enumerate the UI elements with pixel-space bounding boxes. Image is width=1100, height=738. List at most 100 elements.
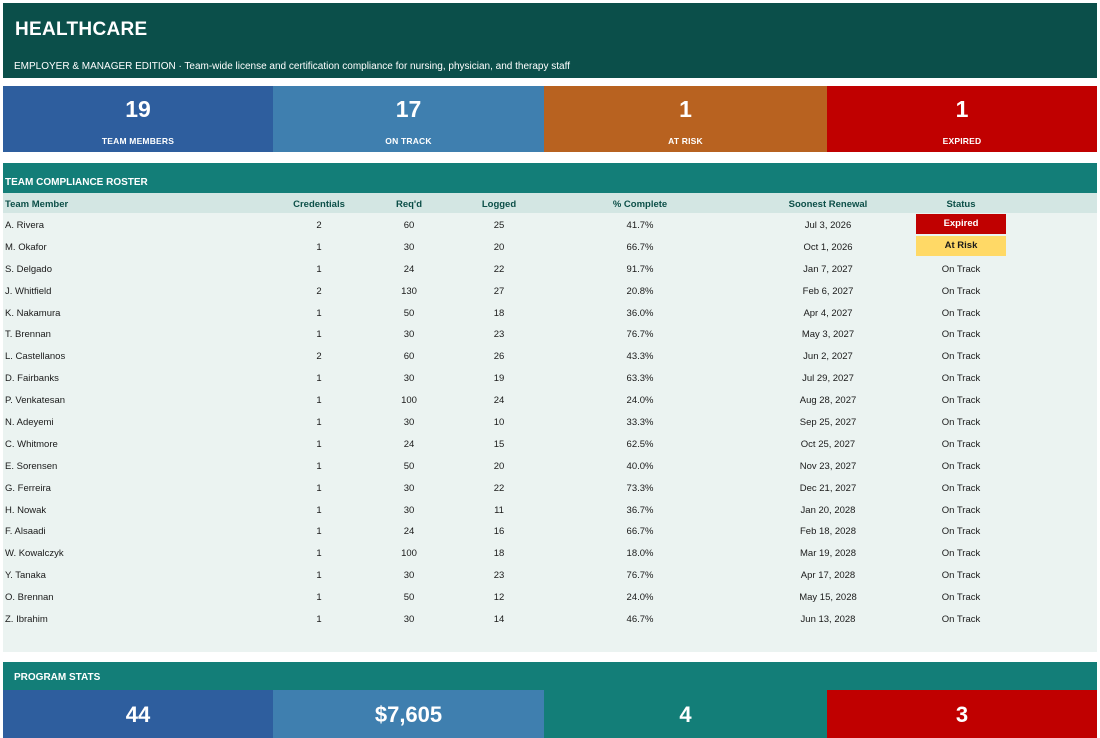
cell-logged: 20 [493, 460, 505, 472]
cell-logged: 23 [493, 329, 505, 341]
cell-logged: 25 [493, 220, 505, 231]
kpi-value: 1 [955, 96, 969, 122]
cell-name: L. Castellanos [5, 351, 66, 363]
status-badge: On Track [941, 526, 981, 538]
status-badge: On Track [941, 329, 981, 341]
kpi-value: 19 [125, 96, 151, 122]
program-stat-1: 44 [3, 690, 273, 738]
cell-credentials: 2 [316, 220, 322, 231]
cell-name: M. Okafor [5, 241, 47, 253]
cell-name: T. Brennan [5, 329, 51, 341]
table-row[interactable]: T. Brennan 1 30 23 76.7% May 3, 2027 On Track [3, 322, 1097, 344]
cell-credentials: 1 [316, 614, 322, 626]
cell-required: 30 [403, 417, 415, 429]
status-badge: On Track [941, 548, 981, 560]
col-status[interactable]: Status [946, 199, 976, 210]
kpi-value: 1 [679, 96, 692, 122]
cell-required: 50 [403, 307, 415, 319]
table-row[interactable]: P. Venkatesan 1 100 24 24.0% Aug 28, 2027 On T… [3, 388, 1097, 410]
cell-logged: 24 [493, 395, 505, 407]
cell-logged: 20 [493, 241, 505, 253]
cell-credentials: 1 [316, 241, 322, 253]
kpi-label: ON TRACK [385, 136, 432, 146]
table-row[interactable]: E. Sorensen 1 50 20 40.0% Nov 23, 2027 On Trac… [3, 454, 1097, 476]
cell-required: 30 [403, 241, 415, 253]
program-stat-3: 4 [544, 690, 827, 738]
status-badge: On Track [941, 263, 981, 275]
status-badge: On Track [941, 417, 981, 429]
status-badge: On Track [941, 351, 981, 363]
table-row[interactable]: L. Castellanos 2 60 26 43.3% Jun 2, 2027 On Tr… [3, 344, 1097, 366]
col-percent-complete[interactable]: % Complete [612, 199, 668, 210]
cell-percent-complete: 66.7% [626, 241, 654, 253]
table-row[interactable]: J. Whitfield 2 130 27 20.8% Feb 6, 2027 On Tra… [3, 279, 1097, 301]
cell-name: K. Nakamura [5, 307, 61, 319]
col-team-member[interactable]: Team Member [5, 199, 69, 210]
cell-required: 24 [403, 438, 415, 450]
cell-name: W. Kowalczyk [5, 548, 64, 560]
cell-logged: 11 [494, 504, 504, 516]
cell-percent-complete: 24.0% [626, 395, 654, 407]
cell-required: 30 [403, 570, 415, 582]
cell-renewal: Dec 21, 2027 [799, 482, 857, 494]
table-header: Team Member Credentials Req'd Logged % C… [3, 193, 1097, 213]
cell-credentials: 1 [316, 263, 322, 275]
cell-credentials: 2 [316, 285, 322, 297]
cell-percent-complete: 18.0% [626, 548, 654, 560]
cell-required: 130 [401, 285, 417, 297]
cell-renewal: Jan 20, 2028 [800, 504, 856, 516]
cell-renewal: Feb 6, 2027 [802, 285, 854, 297]
cell-logged: 22 [493, 482, 505, 494]
cell-credentials: 1 [316, 460, 322, 472]
col-logged[interactable]: Logged [481, 199, 517, 210]
header-banner: HEALTHCARE EMPLOYER & MANAGER EDITION · … [3, 3, 1097, 78]
cell-logged: 14 [493, 614, 505, 626]
table-row[interactable]: N. Adeyemi 1 30 10 33.3% Sep 25, 2027 On Track [3, 410, 1097, 432]
cell-required: 30 [403, 614, 415, 626]
col-credentials[interactable]: Credentials [293, 199, 345, 210]
cell-required: 24 [403, 526, 415, 538]
cell-name: A. Rivera [5, 220, 45, 231]
table-row[interactable]: A. Rivera 2 60 25 41.7% Jul 3, 2026 Expired [3, 213, 1097, 235]
program-stat-4: 3 [827, 690, 1097, 738]
cell-percent-complete: 76.7% [626, 329, 654, 341]
cell-percent-complete: 43.3% [626, 351, 654, 363]
page-subtitle: EMPLOYER & MANAGER EDITION · Team-wide l… [14, 61, 570, 72]
kpi-team-members: 19 TEAM MEMBERS [3, 86, 273, 152]
status-badge: On Track [941, 570, 981, 582]
table-row[interactable]: Z. Ibrahim 1 30 14 46.7% Jun 13, 2028 On Track [3, 607, 1097, 629]
table-row[interactable]: D. Fairbanks 1 30 19 63.3% Jul 29, 2027 On Tra… [3, 366, 1097, 388]
cell-credentials: 1 [316, 526, 322, 538]
cell-credentials: 1 [316, 548, 322, 560]
table-row[interactable]: Y. Tanaka 1 30 23 76.7% Apr 17, 2028 On Track [3, 563, 1097, 585]
cell-name: H. Nowak [5, 504, 47, 516]
status-badge: On Track [941, 592, 981, 604]
cell-renewal: Nov 23, 2027 [799, 460, 857, 472]
cell-renewal: Feb 18, 2028 [800, 526, 856, 538]
cell-renewal: May 3, 2027 [801, 329, 855, 341]
table-row[interactable]: W. Kowalczyk 1 100 18 18.0% Mar 19, 2028 On Tr… [3, 541, 1097, 563]
cell-logged: 27 [493, 285, 505, 297]
table-row[interactable]: M. Okafor 1 30 20 66.7% Oct 1, 2026 At Risk [3, 235, 1097, 257]
cell-renewal: Oct 1, 2026 [803, 241, 853, 253]
cell-percent-complete: 20.8% [626, 285, 654, 297]
cell-logged: 10 [493, 417, 505, 429]
status-badge: Expired [916, 214, 1006, 234]
table-row[interactable]: H. Nowak 1 30 11 36.7% Jan 20, 2028 On Track [3, 498, 1097, 520]
table-row[interactable]: F. Alsaadi 1 24 16 66.7% Feb 18, 2028 On Track [3, 519, 1097, 541]
col-soonest-renewal[interactable]: Soonest Renewal [788, 199, 868, 210]
cell-renewal: Mar 19, 2028 [800, 548, 856, 560]
table-row[interactable]: O. Brennan 1 50 12 24.0% May 15, 2028 On Track [3, 585, 1097, 607]
cell-name: E. Sorensen [5, 460, 58, 472]
table-row[interactable]: G. Ferreira 1 30 22 73.3% Dec 21, 2027 On Trac… [3, 476, 1097, 498]
status-badge: On Track [941, 373, 981, 385]
cell-name: J. Whitfield [5, 285, 52, 297]
table-row[interactable]: C. Whitmore 1 24 15 62.5% Oct 25, 2027 On Trac… [3, 432, 1097, 454]
table-row[interactable]: K. Nakamura 1 50 18 36.0% Apr 4, 2027 On Track [3, 301, 1097, 323]
table-row[interactable]: S. Delgado 1 24 22 91.7% Jan 7, 2027 On Track [3, 257, 1097, 279]
col-required[interactable]: Req'd [395, 199, 422, 210]
cell-logged: 18 [493, 548, 505, 560]
cell-credentials: 1 [316, 417, 322, 429]
cell-name: C. Whitmore [5, 438, 58, 450]
cell-name: G. Ferreira [5, 482, 51, 494]
